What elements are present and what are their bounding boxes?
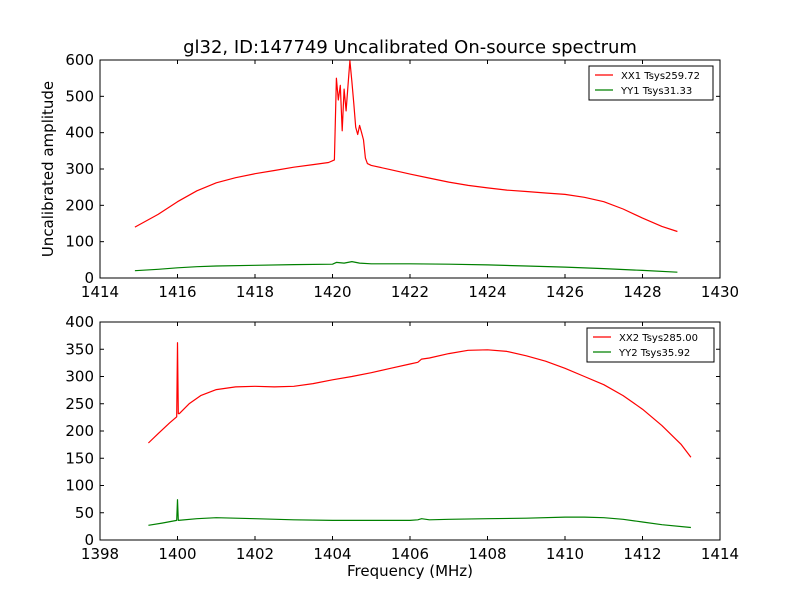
x-tick-label: 1400 xyxy=(158,545,196,563)
y-tick-label: 400 xyxy=(65,313,94,331)
x-tick-label: 1428 xyxy=(623,283,661,301)
x-tick-label: 1398 xyxy=(81,545,119,563)
y-tick-label: 100 xyxy=(65,477,94,495)
y-tick-label: 0 xyxy=(84,269,94,287)
x-tick-label: 1430 xyxy=(701,283,739,301)
y-tick-label: 250 xyxy=(65,395,94,413)
y-tick-label: 50 xyxy=(75,504,94,522)
legend-entry: XX1 Tsys259.72 xyxy=(621,71,700,82)
top-panel: 1414 1416 1418 1420 1422 1424 1426 1428 1430 0 100… xyxy=(65,51,739,301)
x-tick-label: 1422 xyxy=(391,283,429,301)
legend-box xyxy=(588,65,714,101)
y-tick-label: 350 xyxy=(65,340,94,358)
y-tick-label: 500 xyxy=(65,87,94,105)
y-tick-label: 200 xyxy=(65,196,94,214)
x-tick-label: 1404 xyxy=(313,545,351,563)
chart-title: gl32, ID:147749 Uncalibrated On-source s… xyxy=(183,37,637,58)
x-axis-label: Frequency (MHz) xyxy=(347,562,473,580)
y-tick-label: 600 xyxy=(65,51,94,69)
x-tick-label: 1406 xyxy=(391,545,429,563)
x-tick-label: 1426 xyxy=(546,283,584,301)
y-tick-label: 150 xyxy=(65,449,94,467)
x-tick-label: 1414 xyxy=(701,545,739,563)
y-tick-label: 200 xyxy=(65,422,94,440)
legend-box xyxy=(586,327,715,363)
legend-entry: YY1 Tsys31.33 xyxy=(620,86,692,97)
series-line-xx2 xyxy=(147,342,692,458)
x-tick-label: 1418 xyxy=(236,283,274,301)
y-axis-label: Uncalibrated amplitude xyxy=(39,81,57,257)
x-tick-label: 1408 xyxy=(468,545,506,563)
legend-entry: YY2 Tsys35.92 xyxy=(618,348,690,359)
x-tick-label: 1414 xyxy=(81,283,119,301)
x-tick-label: 1410 xyxy=(546,545,584,563)
x-tick-label: 1402 xyxy=(236,545,274,563)
y-tick-label: 300 xyxy=(65,160,94,178)
bottom-panel: 1398 1400 1402 1404 1406 1408 1410 1412 1414 0 50 1… xyxy=(65,313,739,563)
x-tick-label: 1424 xyxy=(468,283,506,301)
y-tick-label: 300 xyxy=(65,368,94,386)
x-tick-label: 1420 xyxy=(313,283,351,301)
y-tick-label: 400 xyxy=(65,124,94,142)
y-tick-label: 0 xyxy=(84,531,94,549)
series-line-yy2 xyxy=(148,499,691,529)
x-tick-label: 1416 xyxy=(158,283,196,301)
series-line-yy1 xyxy=(134,261,678,273)
y-tick-label: 100 xyxy=(65,233,94,251)
legend-entry: XX2 Tsys285.00 xyxy=(619,333,698,344)
x-tick-label: 1412 xyxy=(623,545,661,563)
series-line-xx1 xyxy=(134,60,678,233)
